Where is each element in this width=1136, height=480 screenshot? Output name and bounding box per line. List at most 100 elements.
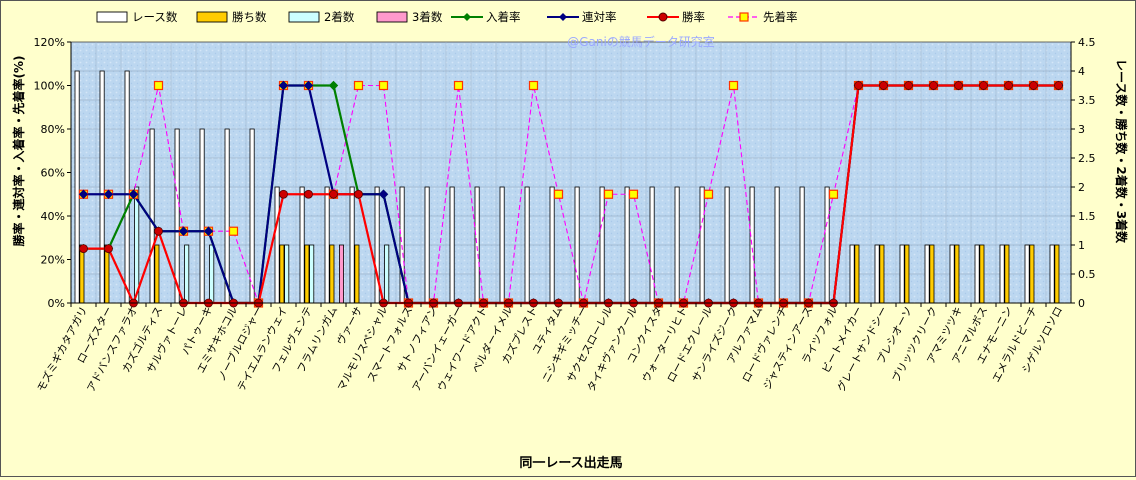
marker-top2-rate-9: [303, 80, 314, 91]
bar-races-11: [349, 186, 355, 304]
y-axis-label-right: レース数・勝ち数・2着数・3着数: [1114, 59, 1129, 244]
x-tick-label: ノーブルロジャー: [215, 304, 265, 383]
legend-label: レース数: [132, 10, 178, 24]
y-tick-label-right: 4: [1078, 65, 1085, 78]
bar-seconds-5: [209, 244, 215, 304]
bar-races-1: [99, 70, 105, 304]
bar-wins-11: [354, 244, 360, 304]
bar-races-38: [1024, 244, 1030, 304]
marker-win-rate-38: [1029, 81, 1038, 90]
bar-races-9: [299, 186, 305, 304]
x-axis-label: 同一レース出走馬: [519, 455, 622, 471]
legend-swatch-bar: [196, 11, 228, 23]
legend-label: 先着率: [763, 10, 798, 24]
legend-marker: [658, 12, 668, 22]
marker-top2-rate-8: [278, 80, 289, 91]
bar-races-37: [999, 244, 1005, 304]
marker-beat-rate-11: [353, 80, 364, 91]
marker-win-rate-1: [104, 244, 113, 254]
bar-races-16: [474, 186, 480, 304]
marker-win-rate-0: [79, 244, 88, 254]
y-tick-label-right: 4.5: [1078, 36, 1096, 49]
x-tick-labels: モズミギカタアガリローズスターアドバンスファラオカズゴルティスサルヴァトーレパト…: [34, 303, 1065, 394]
bar-wins-39: [1054, 244, 1060, 304]
bar-wins-36: [979, 244, 985, 304]
legend-marker: [463, 13, 471, 21]
watermark: @Ganiの競馬データ研究室: [567, 34, 715, 49]
y-tick-label-left: 40%: [41, 210, 65, 223]
bar-wins-0: [79, 244, 85, 304]
marker-top2-rate-0: [78, 189, 89, 199]
bar-races-25: [699, 186, 705, 304]
bar-races-19: [549, 186, 555, 304]
bar-wins-38: [1029, 244, 1035, 304]
marker-win-rate-36: [979, 81, 988, 90]
bar-seconds-4: [184, 244, 190, 304]
y-tick-label-left: 20%: [41, 254, 65, 267]
y-tick-label-left: 80%: [41, 123, 65, 136]
legend-swatch-bar: [96, 11, 128, 23]
marker-beat-rate-6: [228, 226, 239, 236]
bar-wins-9: [304, 244, 310, 304]
legend-label: 2着数: [324, 10, 355, 24]
marker-top2-rate-4: [178, 226, 189, 236]
marker-top2-rate-5: [203, 226, 214, 236]
bar-wins-34: [929, 244, 935, 304]
bar-races-21: [599, 186, 605, 304]
marker-win-rate-9: [304, 189, 313, 199]
marker-beat-rate-19: [553, 189, 564, 199]
bar-races-17: [499, 186, 505, 304]
y-tick-label-right: 1: [1078, 239, 1085, 252]
bar-races-34: [924, 244, 930, 304]
bar-seconds-8: [284, 244, 290, 304]
bar-wins-33: [904, 244, 910, 304]
marker-beat-rate-3: [153, 80, 164, 91]
grid: [71, 42, 1071, 303]
marker-win-rate-39: [1054, 81, 1063, 90]
marker-win-rate-34: [929, 81, 938, 90]
y-tick-label-right: 2: [1078, 181, 1085, 194]
y-tick-label-right: 0: [1078, 297, 1085, 310]
legend-swatch-bar: [288, 11, 320, 23]
bar-races-4: [174, 128, 180, 304]
bar-wins-31: [854, 244, 860, 304]
legend-label: 連対率: [582, 10, 617, 24]
legend-marker: [739, 12, 749, 22]
bar-races-5: [199, 128, 205, 304]
marker-win-rate-32: [879, 81, 888, 90]
y-tick-label-left: 120%: [34, 36, 65, 49]
bar-races-33: [899, 244, 905, 304]
bar-races-3: [149, 128, 155, 304]
bar-races-32: [874, 244, 880, 304]
line-beat-rate: [83, 84, 1059, 304]
marker-win-rate-11: [354, 189, 363, 199]
bar-wins-3: [154, 244, 160, 304]
bar-races-24: [674, 186, 680, 304]
y-tick-label-right: 3.5: [1078, 94, 1096, 107]
bar-races-22: [624, 186, 630, 304]
bar-races-2: [124, 70, 130, 304]
axes: 0% 20% 40% 60% 80% 100% 120% 0 0.5 1 1.5 2 2.5 3 3.5 4 4…: [34, 36, 1096, 310]
legend-label: 3着数: [412, 10, 443, 24]
bar-wins-10: [329, 244, 335, 304]
bar-races-28: [774, 186, 780, 304]
bar-races-35: [949, 244, 955, 304]
marker-win-rate-10: [329, 189, 338, 199]
bar-races-0: [74, 70, 80, 304]
marker-place-rate-10: [328, 80, 339, 91]
legend: レース数 勝ち数 2着数 3着数 入着率 連対率 勝率 先着率: [96, 10, 798, 24]
bar-wins-37: [1004, 244, 1010, 304]
bar-races-18: [524, 186, 530, 304]
marker-beat-rate-25: [703, 189, 714, 199]
bar-races-23: [649, 186, 655, 304]
marker-win-rate-37: [1004, 81, 1013, 90]
bar-races-6: [224, 128, 230, 304]
bar-races-26: [724, 186, 730, 304]
marker-beat-rate-30: [828, 189, 839, 199]
marker-top2-rate-2: [128, 189, 139, 199]
y-tick-label-left: 60%: [41, 167, 65, 180]
legend-label: 勝ち数: [232, 10, 267, 24]
bar-races-8: [274, 186, 280, 304]
y-axis-label-left: 勝率・連対率・入着率・先着率(%): [11, 56, 26, 247]
